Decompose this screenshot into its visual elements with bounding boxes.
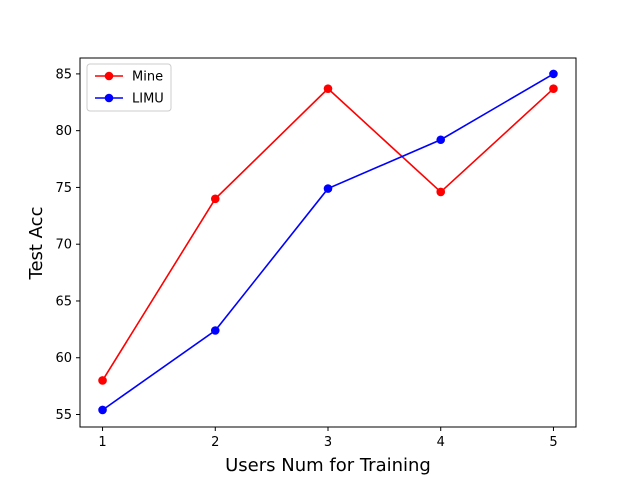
x-tick-label: 1 xyxy=(98,435,106,450)
x-tick-label: 5 xyxy=(549,435,557,450)
data-point-mine xyxy=(98,376,107,385)
y-tick-label: 65 xyxy=(55,294,72,309)
data-point-limu xyxy=(436,135,446,145)
data-point-limu xyxy=(210,326,220,335)
data-point-mine xyxy=(436,187,446,197)
data-point-limu xyxy=(98,405,107,415)
y-tick-label: 70 xyxy=(55,238,72,253)
y-tick-label: 60 xyxy=(55,351,72,366)
y-tick-label: 80 xyxy=(55,124,72,139)
legend-marker xyxy=(104,93,114,103)
data-point-mine xyxy=(210,194,220,204)
y-tick-label: 75 xyxy=(55,181,72,196)
x-axis-title: Users Num for Training xyxy=(225,455,431,476)
legend-label: LIMU xyxy=(132,92,164,107)
y-tick-label: 85 xyxy=(55,67,72,82)
data-point-limu xyxy=(549,69,558,79)
y-tick-label: 55 xyxy=(55,408,72,423)
x-tick-label: 3 xyxy=(324,435,332,450)
legend-label: Mine xyxy=(132,70,163,85)
data-point-mine xyxy=(323,84,333,93)
x-axis: 1 2 3 4 5 xyxy=(98,427,558,450)
data-point-mine xyxy=(549,84,558,93)
data-point-limu xyxy=(323,184,333,193)
legend: Mine LIMU xyxy=(86,63,172,112)
legend-marker xyxy=(104,71,114,81)
x-tick-label: 2 xyxy=(211,435,219,450)
series-layer xyxy=(98,69,558,415)
y-axis-title: Test Acc xyxy=(26,207,47,281)
y-axis: 55 60 65 70 75 80 85 xyxy=(55,67,80,423)
x-tick-label: 4 xyxy=(437,435,445,450)
